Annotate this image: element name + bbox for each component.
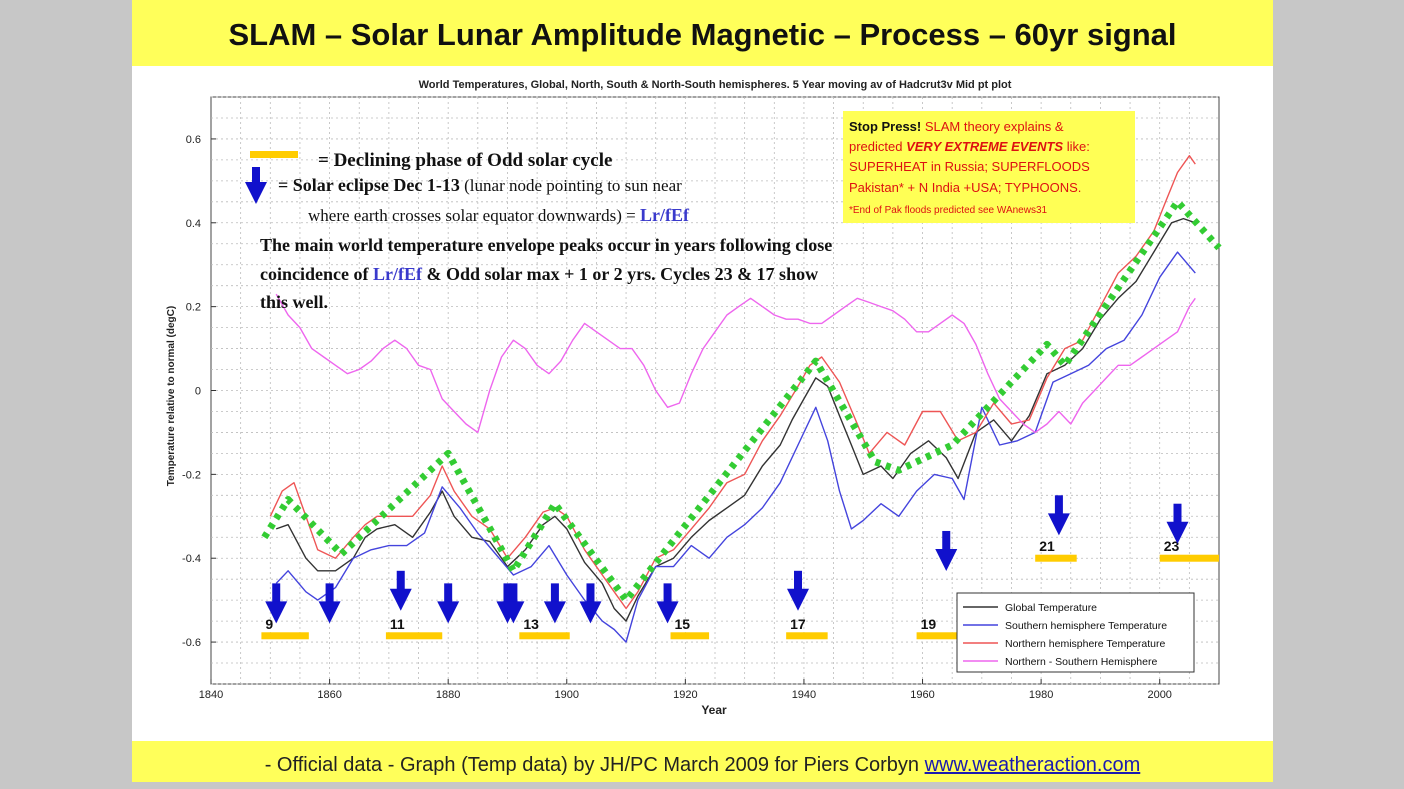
x-tick-label: 1980 xyxy=(1029,689,1053,701)
key-bar-text: = Declining phase of Odd solar cycle xyxy=(318,150,612,171)
series-line-2 xyxy=(269,154,1196,610)
odd-cycle-bar xyxy=(385,632,443,640)
stop-press-line-5: *End of Pak floods predicted see WAnews3… xyxy=(849,205,1048,216)
slide-canvas: World Temperatures, Global, North, South… xyxy=(132,66,1273,741)
y-tick-label: -0.4 xyxy=(182,553,201,565)
y-tick-label: 0.2 xyxy=(186,302,201,314)
odd-cycle-bar xyxy=(1035,554,1077,562)
series-line-3 xyxy=(275,293,1196,434)
y-tick-label: 0.4 xyxy=(186,218,201,230)
odd-cycle-label: 17 xyxy=(790,616,806,632)
eclipse-arrow-icon xyxy=(787,570,810,611)
x-tick-label: 1960 xyxy=(910,689,934,701)
odd-cycle-layer: 9 11 13 15 17 19 21 23 xyxy=(261,538,1219,640)
odd-cycle-label: 21 xyxy=(1039,538,1055,554)
x-axis-label: Year xyxy=(701,703,727,717)
eclipse-arrow-icon xyxy=(1047,495,1070,536)
odd-cycle-label: 9 xyxy=(265,616,273,632)
title-banner: SLAM – Solar Lunar Amplitude Magnetic – … xyxy=(132,0,1273,66)
footer-text: - Official data - Graph (Temp data) by J… xyxy=(264,754,925,776)
footer-banner: - Official data - Graph (Temp data) by J… xyxy=(132,741,1273,782)
odd-cycle-label: 15 xyxy=(675,616,691,632)
stop-press-box: Stop Press! SLAM theory explains & predi… xyxy=(843,111,1135,223)
eclipse-arrow-icon xyxy=(265,583,288,624)
key-cycle-bar xyxy=(250,151,298,158)
x-tick-label: 1860 xyxy=(317,689,341,701)
envelope-text-1: The main world temperature envelope peak… xyxy=(260,235,832,255)
odd-cycle-label: 19 xyxy=(921,616,937,632)
x-tick-label: 1880 xyxy=(436,689,460,701)
eclipse-arrow-icon xyxy=(543,583,566,624)
odd-cycle-bar xyxy=(670,632,710,640)
eclipse-arrow-icon xyxy=(502,583,525,624)
odd-cycle-bar xyxy=(1159,554,1219,562)
x-tick-label: 1940 xyxy=(792,689,816,701)
odd-cycle-label: 23 xyxy=(1164,538,1180,554)
series-line-1 xyxy=(275,251,1196,643)
eclipse-arrow-icon xyxy=(389,570,412,611)
eclipse-arrow-icon xyxy=(1166,503,1189,544)
series-line-0 xyxy=(275,217,1196,622)
legend-entry: Northern - Southern Hemisphere xyxy=(1005,656,1157,668)
footer-link[interactable]: www.weatheraction.com xyxy=(924,754,1141,776)
y-tick-label: 0 xyxy=(195,386,201,398)
y-tick-label: 0.6 xyxy=(186,134,201,146)
axis-ticks: 1840 1860 1880 1900 1920 1940 1960 1980 2000 -0.6… xyxy=(182,134,1172,701)
y-tick-label: -0.2 xyxy=(182,469,201,481)
legend-entry: Southern hemisphere Temperature xyxy=(1005,620,1167,632)
key-arrow-text: = Solar eclipse Dec 1-13 (lunar node poi… xyxy=(278,175,682,195)
eclipse-arrow-icon xyxy=(579,583,602,624)
odd-cycle-bar xyxy=(519,632,570,640)
legend-entry: Global Temperature xyxy=(1005,602,1097,614)
stop-press-line-3: SUPERHEAT in Russia; SUPERFLOODS xyxy=(849,159,1090,174)
envelope-text-3: this well. xyxy=(260,292,328,312)
stop-press-line-4: Pakistan* + N India +USA; TYPHOONS. xyxy=(849,180,1081,195)
odd-cycle-bar xyxy=(786,632,828,640)
legend-entry: Northern hemisphere Temperature xyxy=(1005,638,1165,650)
eclipse-arrow-icon xyxy=(656,583,679,624)
y-tick-label: -0.6 xyxy=(182,637,201,649)
eclipse-arrow-icon xyxy=(935,530,958,571)
odd-cycle-label: 13 xyxy=(523,616,539,632)
series-layer xyxy=(261,154,1222,643)
eclipse-arrow-layer xyxy=(265,495,1189,624)
x-tick-label: 1840 xyxy=(199,689,223,701)
x-tick-label: 2000 xyxy=(1147,689,1171,701)
stop-press-line-2: predicted VERY EXTREME EVENTS like: xyxy=(849,139,1090,154)
page-title: SLAM – Solar Lunar Amplitude Magnetic – … xyxy=(228,17,1177,52)
key-arrow-text-2: where earth crosses solar equator downwa… xyxy=(308,205,690,225)
odd-cycle-bar xyxy=(261,632,309,640)
x-tick-label: 1920 xyxy=(673,689,697,701)
eclipse-arrow-icon xyxy=(318,583,341,624)
envelope-dotted-line xyxy=(261,198,1222,604)
temperature-chart: World Temperatures, Global, North, South… xyxy=(166,79,1222,717)
legend: Global Temperature Southern hemisphere Te… xyxy=(956,592,1195,673)
x-tick-label: 1900 xyxy=(555,689,579,701)
odd-cycle-label: 11 xyxy=(390,616,405,632)
key-arrow-icon xyxy=(245,167,267,204)
y-axis-label: Temperature relative to normal (degC) xyxy=(166,306,177,486)
stop-press-line-1: Stop Press! SLAM theory explains & xyxy=(849,119,1064,134)
chart-title: World Temperatures, Global, North, South… xyxy=(419,79,1012,91)
eclipse-arrow-icon xyxy=(437,583,460,624)
envelope-text-2: coincidence of Lr/fEf & Odd solar max + … xyxy=(260,264,818,284)
odd-cycle-bar xyxy=(916,632,959,640)
